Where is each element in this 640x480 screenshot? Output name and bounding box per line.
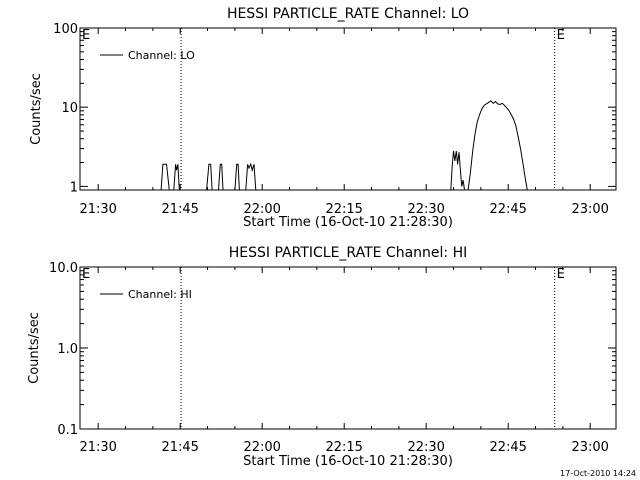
- x-tick-label: 23:00: [571, 440, 608, 455]
- x-tick-label: 22:30: [407, 202, 444, 217]
- x-tick-label: 22:00: [243, 440, 280, 455]
- series-line-segment: [218, 163, 224, 191]
- x-tick-label: 22:00: [243, 202, 280, 217]
- y-tick-label: 1.0: [57, 342, 78, 357]
- x-axis-label: Start Time (16-Oct-10 21:28:30): [243, 215, 453, 230]
- corner-marker-label: E: [82, 28, 90, 43]
- y-tick-label: 0.1: [57, 423, 78, 438]
- time-marker-label: E: [557, 28, 565, 43]
- series-line-segment: [173, 164, 180, 191]
- chart-title: HESSI PARTICLE_RATE Channel: HI: [229, 245, 467, 261]
- plot-channel-lo: HESSI PARTICLE_RATE Channel: LO 21:30 21:4…: [29, 6, 617, 230]
- series-line-segment: [245, 162, 257, 191]
- plot-frame: [79, 27, 617, 191]
- legend-entry: Channel: HI: [128, 288, 192, 301]
- y-axis-label: Counts/sec: [27, 312, 42, 384]
- y-tick-label: 100: [53, 22, 78, 37]
- x-tick-label: 23:00: [571, 202, 608, 217]
- series-line-segment: [206, 163, 213, 191]
- y-tick-label: 10: [61, 101, 78, 116]
- x-tick-label: 21:30: [79, 440, 116, 455]
- series-line-segment: [234, 163, 240, 191]
- x-tick-label: 21:30: [79, 202, 116, 217]
- series-line-segment: [160, 163, 172, 191]
- x-tick-label: 22:15: [325, 440, 362, 455]
- legend-entry: Channel: LO: [128, 49, 195, 62]
- series-line-segment: [450, 150, 465, 191]
- x-tick-label: 22:30: [407, 440, 444, 455]
- x-tick-label: 22:45: [489, 202, 526, 217]
- x-tick-label: 21:45: [161, 440, 198, 455]
- footer-timestamp: 17-Oct-2010 14:24: [560, 469, 636, 478]
- time-marker-label: E: [557, 267, 565, 282]
- y-axis-label: Counts/sec: [29, 73, 44, 145]
- x-tick-label: 22:15: [325, 202, 362, 217]
- chart-title: HESSI PARTICLE_RATE Channel: LO: [227, 6, 469, 22]
- x-tick-label: 21:45: [161, 202, 198, 217]
- y-tick-label: 1: [70, 180, 78, 195]
- x-tick-label: 22:45: [489, 440, 526, 455]
- plot-channel-hi: HESSI PARTICLE_RATE Channel: HI 21:30 21:4…: [27, 245, 617, 469]
- x-axis-label: Start Time (16-Oct-10 21:28:30): [243, 454, 453, 469]
- series-line-segment: [467, 100, 528, 191]
- y-tick-label: 10.0: [49, 261, 78, 276]
- corner-marker-label: E: [82, 267, 90, 282]
